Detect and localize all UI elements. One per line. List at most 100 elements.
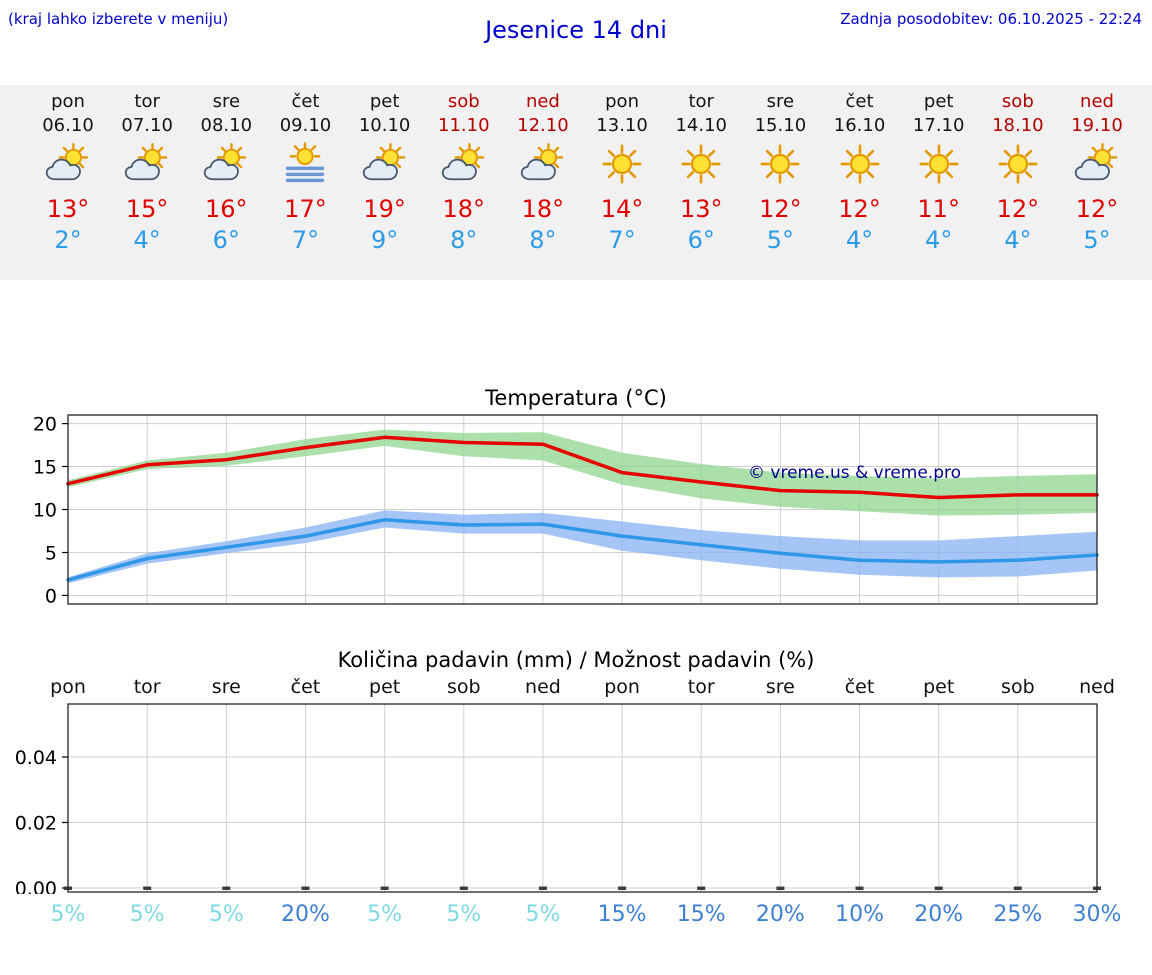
- svg-text:20: 20: [33, 414, 57, 436]
- temperature-chart: 0 5 10 15 20 © vreme.us & vreme.pro: [33, 414, 1099, 607]
- low-temperature: 6°: [212, 226, 240, 254]
- day-name: pet: [369, 91, 400, 112]
- precip-day-label: ned: [525, 676, 561, 698]
- page-header: (kraj lahko izberete v meniju) Jesenice …: [0, 0, 1152, 85]
- precip-bar: [143, 886, 152, 890]
- forecast-day-column: tor 07.10 15° 4°: [101, 91, 193, 254]
- precip-bar: [301, 886, 310, 890]
- precipitation-chart: 0.00 0.02 0.04: [15, 703, 1101, 894]
- precip-bar: [222, 886, 231, 890]
- day-date: 16.10: [833, 115, 886, 136]
- day-name: tor: [688, 91, 714, 112]
- svg-text:5: 5: [45, 543, 57, 565]
- high-temperature: 12°: [838, 195, 881, 223]
- precip-probability: 30%: [1072, 902, 1122, 927]
- precip-probability: 5%: [129, 902, 165, 927]
- day-date: 12.10: [517, 115, 569, 136]
- high-temperature: 13°: [679, 195, 723, 223]
- precip-bar: [380, 886, 389, 890]
- page-title: Jesenice 14 dni: [485, 16, 667, 44]
- sun-icon: [576, 139, 668, 189]
- high-temperature: 16°: [205, 195, 248, 223]
- precipitation-chart-title: Količina padavin (mm) / Možnost padavin …: [337, 648, 815, 672]
- precip-probability: 5%: [525, 902, 561, 927]
- forecast-day-column: čet 09.10 17° 7°: [259, 91, 351, 254]
- precip-day-label: sob: [446, 676, 481, 698]
- forecast-day-column: sre 15.10 12° 5°: [734, 91, 826, 254]
- forecast-day-column: sre 08.10 16° 6°: [180, 91, 272, 254]
- day-name: ned: [1080, 91, 1114, 112]
- low-temperature: 4°: [133, 226, 161, 254]
- precip-bar: [459, 886, 468, 890]
- day-name: čet: [845, 91, 874, 112]
- low-temperature: 5°: [766, 226, 795, 254]
- day-date: 08.10: [200, 115, 253, 136]
- precip-probability: 20%: [914, 902, 964, 927]
- sun-cloud-icon: [101, 139, 193, 189]
- day-date: 06.10: [42, 115, 94, 136]
- precip-probability: 20%: [755, 902, 805, 927]
- spacer: [0, 610, 1152, 646]
- precip-day-label: pon: [50, 676, 86, 698]
- precip-bar: [855, 886, 864, 890]
- day-name: ned: [525, 91, 560, 112]
- forecast-day-column: pet 17.10 11° 4°: [893, 91, 985, 254]
- low-temperature: 4°: [1004, 226, 1032, 254]
- precip-day-label: čet: [290, 676, 321, 698]
- day-date: 09.10: [279, 115, 332, 136]
- forecast-day-column: sob 11.10 18° 8°: [418, 91, 510, 254]
- high-temperature: 13°: [46, 195, 90, 223]
- forecast-day-column: tor 14.10 13° 6°: [655, 91, 747, 254]
- sun-icon: [893, 139, 985, 189]
- last-update: Zadnja posodobitev: 06.10.2025 - 22:24: [840, 10, 1142, 28]
- precip-day-labels-row: pon tor sre čet pet sob ned pon tor sre čet pet sob n…: [0, 674, 1152, 702]
- low-temperature: 9°: [370, 226, 399, 254]
- day-date: 14.10: [675, 115, 727, 136]
- day-name: pon: [605, 91, 639, 112]
- day-name: sob: [1001, 91, 1034, 112]
- precip-day-label: ned: [1079, 676, 1115, 698]
- low-temperature: 7°: [291, 226, 320, 254]
- day-date: 15.10: [754, 115, 807, 136]
- precip-probability: 15%: [597, 902, 647, 927]
- day-name: sre: [212, 91, 241, 112]
- precip-probability: 15%: [676, 902, 726, 927]
- sun-cloud-icon: [339, 139, 431, 189]
- high-temperature: 15°: [125, 195, 169, 223]
- high-temperature: 12°: [996, 195, 1040, 223]
- sun-icon: [814, 139, 906, 189]
- precip-probability: 5%: [50, 902, 86, 927]
- precip-bar: [934, 886, 943, 890]
- precip-day-label: sre: [765, 676, 795, 698]
- precip-day-label: pet: [923, 676, 955, 698]
- day-name: pet: [923, 91, 954, 112]
- forecast-day-column: ned 12.10 18° 8°: [497, 91, 589, 254]
- high-temperature: 17°: [284, 195, 327, 223]
- watermark: © vreme.us & vreme.pro: [748, 463, 961, 483]
- sun-fog-icon: [259, 139, 351, 189]
- day-date: 19.10: [1071, 115, 1123, 136]
- low-temperature: 7°: [608, 226, 636, 254]
- svg-text:0.00: 0.00: [15, 878, 57, 894]
- low-temperature: 4°: [845, 226, 874, 254]
- precip-probability: 25%: [993, 902, 1043, 927]
- sun-icon: [734, 139, 826, 189]
- precip-day-label: pon: [604, 676, 640, 698]
- sun-cloud-icon: [497, 139, 589, 189]
- high-temperature: 19°: [363, 195, 406, 223]
- precip-bar: [697, 886, 706, 890]
- sun-cloud-icon: [1051, 139, 1143, 189]
- precip-day-label: pet: [369, 676, 401, 698]
- forecast-day-column: pet 10.10 19° 9°: [339, 91, 431, 254]
- precip-probability: 20%: [281, 902, 330, 927]
- sun-icon: [655, 139, 747, 189]
- precip-probability: 5%: [367, 902, 403, 927]
- svg-text:15: 15: [33, 457, 57, 479]
- high-temperature: 18°: [442, 195, 486, 223]
- day-date: 17.10: [912, 115, 965, 136]
- day-date: 18.10: [992, 115, 1044, 136]
- sun-icon: [972, 139, 1064, 189]
- day-date: 07.10: [121, 115, 173, 136]
- precip-bar: [1013, 886, 1022, 890]
- day-name: sob: [447, 91, 480, 112]
